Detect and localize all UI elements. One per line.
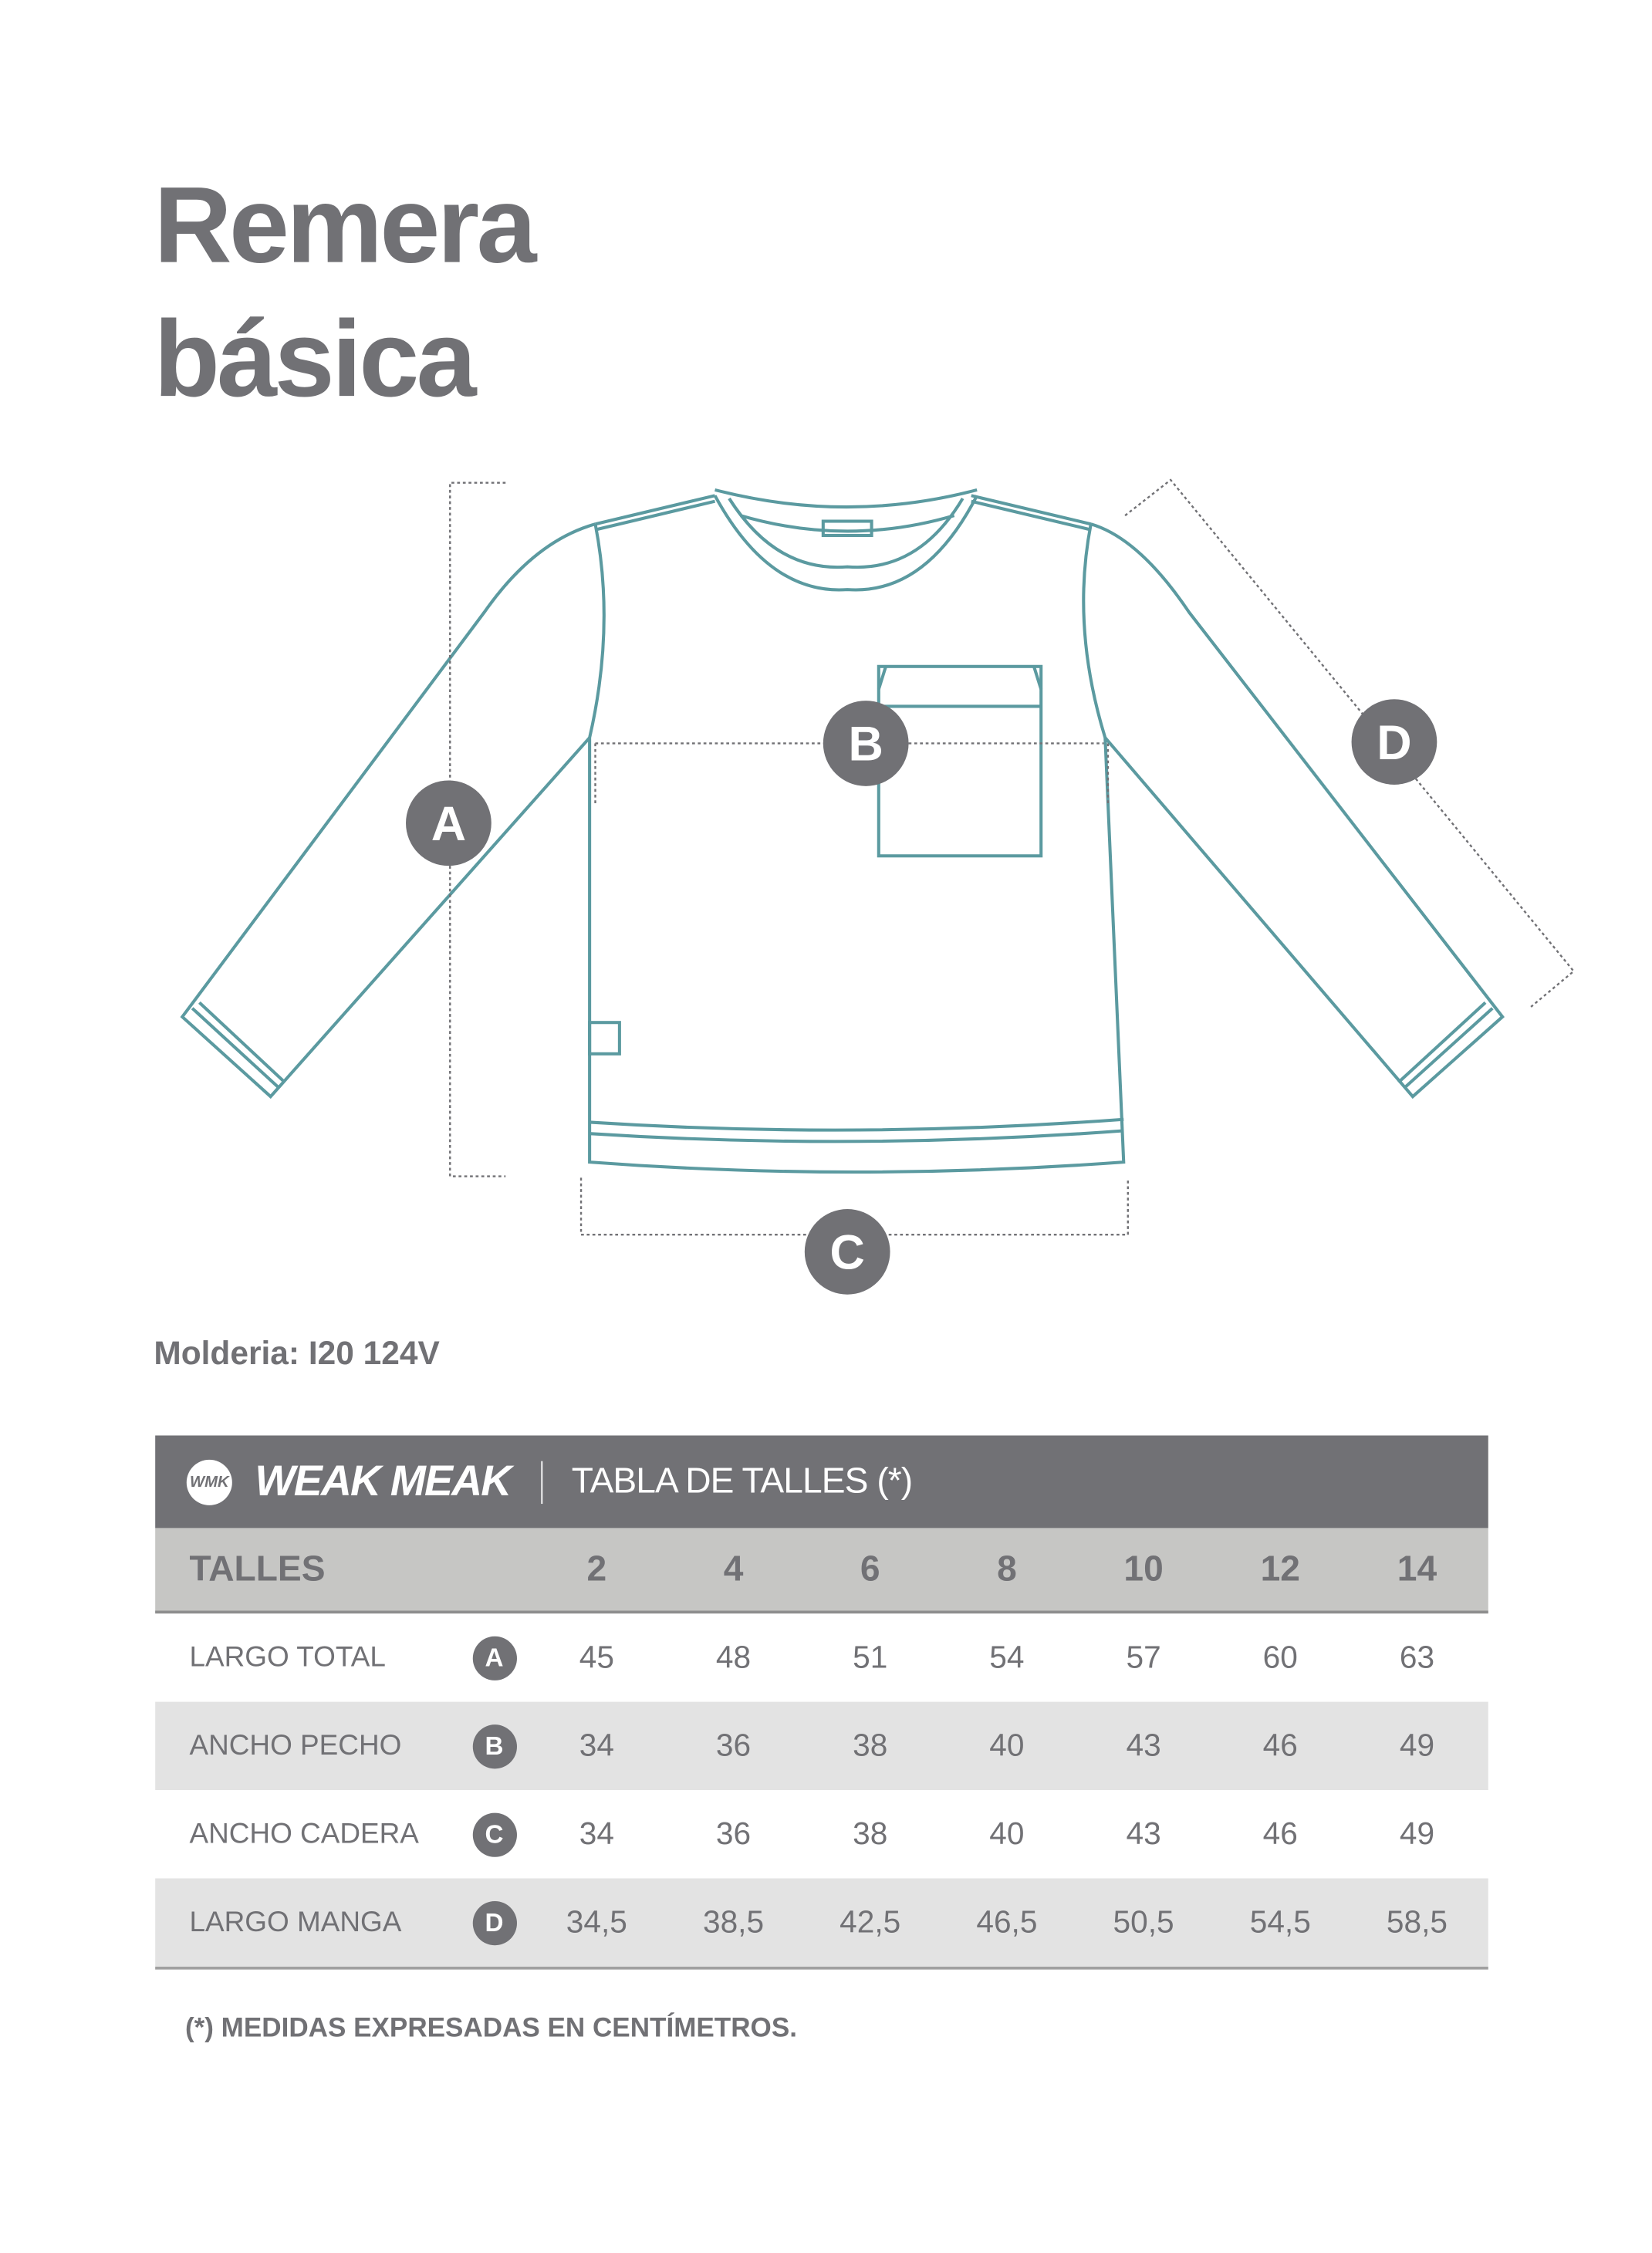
table-row: LARGO MANGA D 34,5 38,5 42,5 46,5 50,5 54,5 58…: [155, 1878, 1488, 1970]
table-cell: 49: [1399, 1727, 1435, 1763]
table-row: LARGO TOTAL A 45 48 51 54 57 60 63: [155, 1613, 1488, 1701]
marker-c: C: [804, 1208, 890, 1295]
size-header: 4: [723, 1549, 744, 1589]
size-header: 2: [586, 1549, 607, 1589]
size-header: 6: [860, 1549, 880, 1589]
table-cell: 36: [715, 1727, 752, 1763]
brand-mark: WMK: [186, 1458, 232, 1505]
table-cell: 50,5: [1113, 1903, 1174, 1940]
table-cell: 38: [853, 1816, 888, 1852]
table-cell: 46,5: [976, 1903, 1038, 1940]
table-cell: 34,5: [566, 1903, 627, 1940]
table-cell: 40: [989, 1727, 1025, 1763]
size-header: 8: [997, 1549, 1017, 1589]
size-header: 10: [1123, 1549, 1164, 1589]
marker-badge: A: [471, 1635, 517, 1680]
footnote: (*) MEDIDAS EXPRESADAS EN CENTÍMETROS.: [184, 2013, 797, 2044]
table-row: ANCHO PECHO B 34 36 38 40 43 46 49: [155, 1701, 1488, 1791]
table-cell: 40: [989, 1816, 1025, 1852]
marker-badge: B: [471, 1724, 517, 1768]
svg-text:C: C: [830, 1226, 865, 1280]
divider: [541, 1460, 543, 1504]
brand-logo: WMK WEAK MEAK: [186, 1458, 512, 1506]
table-cell: 46: [1262, 1727, 1298, 1763]
table-cell: 54: [989, 1639, 1025, 1675]
table-cell: 60: [1262, 1639, 1298, 1675]
row-label: LARGO MANGA: [189, 1906, 402, 1938]
table-cell: 34: [579, 1727, 614, 1763]
table-cell: 51: [853, 1639, 888, 1675]
table-cell: 43: [1126, 1727, 1161, 1763]
table-cell: 42,5: [840, 1903, 901, 1940]
row-label: ANCHO PECHO: [189, 1729, 402, 1762]
table-header-bar: WMK WEAK MEAK TABLA DE TALLES (*): [155, 1435, 1488, 1528]
svg-text:A: A: [431, 797, 466, 851]
marker-badge: C: [471, 1812, 517, 1856]
size-header: 14: [1397, 1549, 1437, 1589]
table-cell: 34: [579, 1816, 614, 1852]
table-cell: 38: [853, 1727, 888, 1763]
svg-text:D: D: [1377, 716, 1411, 770]
title-line-1: Remera: [154, 165, 536, 286]
table-title: TABLA DE TALLES (*): [571, 1461, 913, 1501]
table-row: ANCHO CADERA C 34 36 38 40 43 46 49: [155, 1790, 1488, 1878]
row-label: ANCHO CADERA: [189, 1818, 419, 1849]
table-cell: 45: [579, 1639, 614, 1675]
size-table: WMK WEAK MEAK TABLA DE TALLES (*) TALLES…: [155, 1435, 1488, 1970]
table-cell: 57: [1126, 1639, 1161, 1675]
page-title: Remera básica: [154, 160, 536, 427]
table-cell: 58,5: [1386, 1903, 1448, 1940]
marker-a: A: [406, 780, 492, 866]
table-cell: 48: [715, 1639, 752, 1675]
garment-diagram: A B C D: [180, 478, 1576, 1295]
marker-b: B: [823, 701, 909, 786]
table-cell: 49: [1399, 1816, 1435, 1852]
header-label: TALLES: [189, 1549, 326, 1589]
brand-name: WEAK MEAK: [255, 1458, 512, 1505]
svg-text:B: B: [849, 718, 883, 772]
table-cell: 38,5: [702, 1903, 765, 1940]
marker-d: D: [1351, 699, 1437, 785]
row-label: LARGO TOTAL: [189, 1641, 386, 1673]
pattern-code: Molderia: I20 124V: [154, 1334, 440, 1372]
table-cell: 43: [1126, 1816, 1161, 1852]
table-cell: 54,5: [1249, 1903, 1311, 1940]
title-line-2: básica: [154, 299, 476, 421]
size-header: 12: [1260, 1549, 1300, 1589]
marker-badge: D: [471, 1900, 517, 1945]
table-cell: 63: [1399, 1639, 1435, 1675]
shirt-outline: [180, 488, 1505, 1174]
table-header-row: TALLES 2 4 6 8 10 12 14: [155, 1528, 1488, 1614]
table-cell: 46: [1262, 1816, 1298, 1852]
table-cell: 36: [715, 1816, 752, 1852]
